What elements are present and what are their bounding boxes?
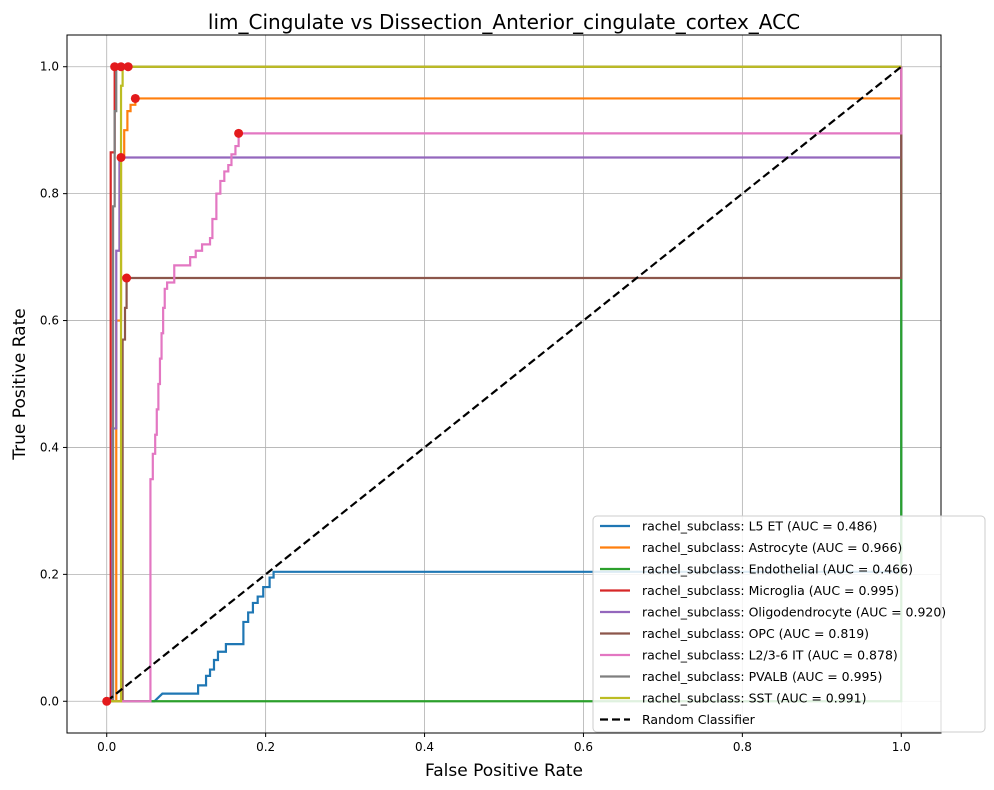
axis-ticks: 0.0 0.2 0.4 0.6 0.8 1.0 0.0 0.2 0.4 0.6 0.8 1.0: [40, 60, 911, 754]
legend: rachel_subclass: L5 ET (AUC = 0.486) rach…: [592, 515, 986, 733]
optimal-point-origin: [102, 696, 112, 706]
roc-curve-0: [106, 66, 903, 703]
optimal-point-4: [116, 152, 126, 162]
plot-frame: [66, 34, 942, 734]
x-tick-label: 0.0: [97, 740, 116, 754]
y-tick-label: 0.8: [40, 187, 59, 201]
legend-label: rachel_subclass: L5 ET (AUC = 0.486): [642, 519, 877, 534]
optimal-point-6: [234, 128, 244, 138]
optimal-point-3: [110, 62, 120, 72]
series-lines: [106, 65, 903, 703]
x-tick-label: 0.2: [256, 740, 275, 754]
legend-label: rachel_subclass: OPC (AUC = 0.819): [642, 626, 869, 641]
roc-curve-7: [106, 65, 902, 703]
x-tick-label: 1.0: [892, 740, 911, 754]
x-axis-title: False Positive Rate: [425, 761, 583, 781]
y-tick-label: 0.2: [40, 567, 59, 581]
roc-curve-5: [106, 66, 903, 703]
x-tick-label: 0.8: [733, 740, 752, 754]
y-tick-label: 0.6: [40, 314, 59, 328]
x-tick-label: 0.6: [574, 740, 593, 754]
legend-label: rachel_subclass: Endothelial (AUC = 0.46…: [642, 562, 913, 577]
optimal-point-8: [123, 62, 133, 72]
chart-title: lim_Cingulate vs Dissection_Anterior_cin…: [208, 10, 800, 34]
y-tick-label: 0.0: [40, 694, 59, 708]
legend-box: [592, 515, 986, 733]
x-tick-label: 0.4: [415, 740, 434, 754]
optimal-point-5: [122, 273, 132, 283]
y-tick-label: 1.0: [40, 60, 59, 74]
y-tick-label: 0.4: [40, 440, 59, 454]
optimal-point-markers: [102, 62, 244, 706]
roc-curve-8: [106, 65, 902, 703]
optimal-point-7: [116, 62, 126, 72]
random-classifier-line: [106, 65, 902, 703]
legend-label: Random Classifier: [642, 712, 756, 727]
legend-label: rachel_subclass: Microglia (AUC = 0.995): [642, 583, 899, 598]
roc-curve-6: [106, 66, 903, 703]
legend-label: rachel_subclass: PVALB (AUC = 0.995): [642, 669, 882, 684]
y-axis-title: True Positive Rate: [10, 308, 30, 460]
legend-label: rachel_subclass: L2/3-6 IT (AUC = 0.878): [642, 648, 898, 663]
legend-label: rachel_subclass: Oligodendrocyte (AUC = …: [642, 605, 946, 620]
optimal-point-1: [130, 93, 140, 103]
legend-label: rachel_subclass: SST (AUC = 0.991): [642, 691, 866, 706]
legend-label: rachel_subclass: Astrocyte (AUC = 0.966): [642, 540, 902, 555]
